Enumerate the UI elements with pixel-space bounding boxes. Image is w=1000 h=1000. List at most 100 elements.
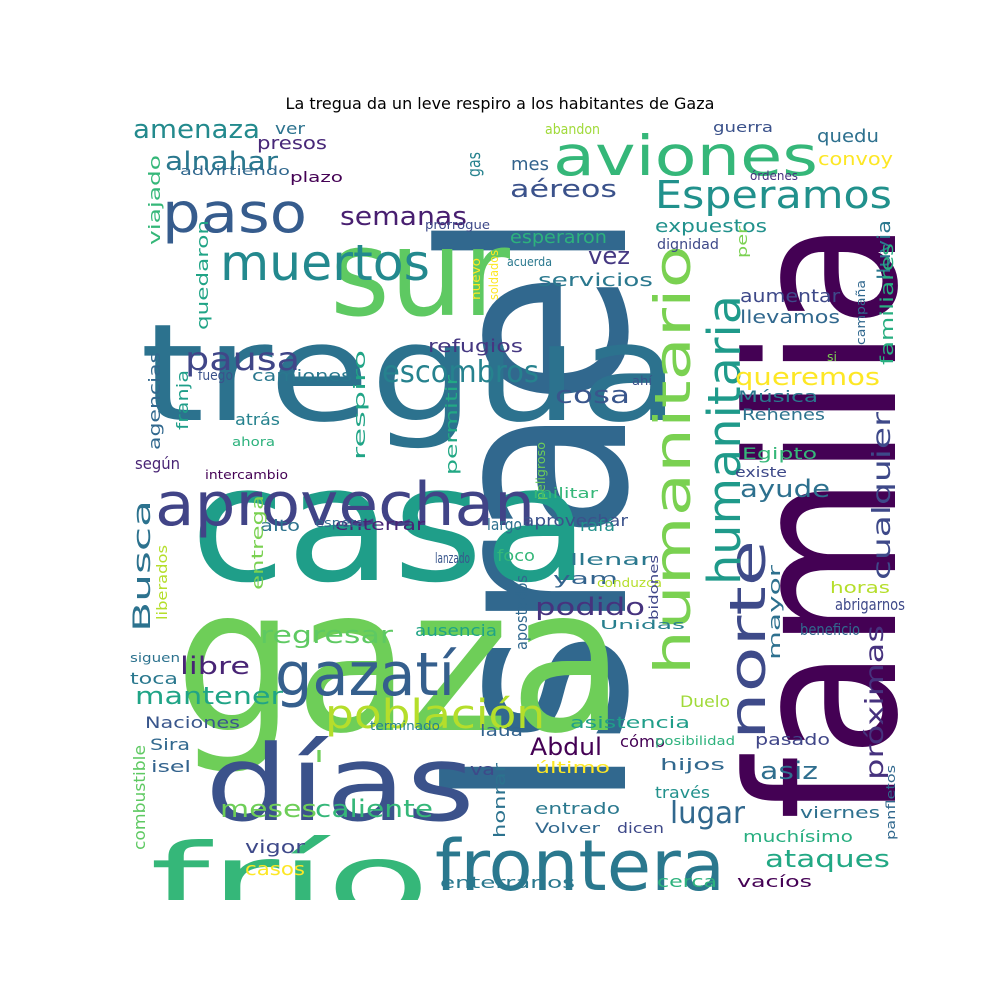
word-combustible: combustible xyxy=(130,745,149,850)
word-per: per xyxy=(735,226,751,258)
word-duelo: Duelo xyxy=(680,692,730,711)
word-viernes: viernes xyxy=(800,803,880,822)
word-rehenes: Rehenes xyxy=(742,405,825,424)
word-enterrar: enterrar xyxy=(335,515,426,534)
word-llenar: llenar xyxy=(570,550,653,569)
word-humanitario: humanitario xyxy=(644,245,702,675)
word-casos: casos xyxy=(245,859,305,880)
word-espera: espera xyxy=(315,516,365,530)
word-cerca: cerca xyxy=(657,872,717,891)
word-pasado: pasado xyxy=(755,730,830,749)
word-quedaron: quedaron xyxy=(193,220,212,330)
word-norte: norte xyxy=(719,540,777,740)
word-busca: Busca xyxy=(128,500,156,632)
word-familiares: familiares xyxy=(877,243,898,365)
word-existe: existe xyxy=(735,465,787,481)
word-si: si xyxy=(827,350,837,364)
word-entrega: entrega xyxy=(248,495,267,590)
word-mayor: mayor xyxy=(765,564,784,660)
word-abrigarnos: abrigarnos xyxy=(835,595,905,614)
word-quedu: quedu xyxy=(817,126,879,147)
word-campaña: campaña xyxy=(854,280,868,345)
word-asiz: asiz xyxy=(760,757,818,785)
word-sur: sur xyxy=(330,205,511,344)
word-lugar: lugar xyxy=(670,796,746,831)
word-honrar: honrar xyxy=(490,762,509,838)
word-volver: Volver xyxy=(535,821,600,837)
word-toca: toca xyxy=(130,669,178,688)
word-cosa: cosa xyxy=(555,381,630,409)
word-israel: Israel xyxy=(389,210,686,810)
word-frontera: frontera xyxy=(435,825,725,900)
word-advirtiendo: advirtiendo xyxy=(180,164,290,178)
word-bidones: bidones xyxy=(647,555,661,620)
word-va: va xyxy=(470,760,495,779)
word-ahí: ahí xyxy=(632,374,653,388)
word-amenaza: amenaza xyxy=(133,120,260,145)
word-intercambio: intercambio xyxy=(205,468,288,482)
word-agencias: agencias xyxy=(145,352,164,450)
word-plazo: plazo xyxy=(290,170,343,186)
word-regresar: regresar xyxy=(260,621,393,649)
word-podido: podido xyxy=(535,593,645,621)
word-vacíos: vacíos xyxy=(737,872,812,891)
word-muchísimo: muchísimo xyxy=(743,827,853,846)
word-servicios: servicios xyxy=(538,270,653,291)
word-alto: alto xyxy=(260,516,300,535)
word-paso: paso xyxy=(162,181,307,245)
word-aumentar: aumentar xyxy=(740,286,841,307)
word-familia: familia xyxy=(706,220,905,820)
word-egipto: Egipto xyxy=(742,444,817,463)
word-enterrarlos: enterrarlos xyxy=(440,873,575,892)
word-nuevo: nuevo xyxy=(469,258,483,300)
word-aprovechan: aprovechan xyxy=(155,470,535,540)
word-queremos: queremos xyxy=(735,363,880,391)
word-abandon: abandon xyxy=(545,122,600,138)
word-casa: casa xyxy=(190,431,590,618)
word-caliente: caliente xyxy=(315,795,433,823)
word-población: población xyxy=(325,692,545,738)
word-libre: libre xyxy=(180,652,250,680)
word-panfletos: panfletos xyxy=(884,765,898,840)
word-foco: foco xyxy=(497,546,535,565)
word-apostados: apostados xyxy=(512,575,531,650)
word-l: l xyxy=(314,747,324,766)
word-soldados: soldados xyxy=(487,250,501,300)
word-ver: ver xyxy=(275,120,305,138)
word-órdenes: órdenes xyxy=(750,169,798,183)
word-respiro: respiro xyxy=(350,350,369,460)
word-rafá: rafá xyxy=(580,516,615,535)
word-expuestos: expuestos xyxy=(655,216,767,237)
word-sira: Sira xyxy=(150,735,190,754)
word-cómo: cómo xyxy=(620,732,665,751)
word-atrás: atrás xyxy=(235,410,280,429)
word-abdul: Abdul xyxy=(530,733,602,761)
word-asistencia: asistencia xyxy=(570,713,690,732)
word-franja: franja xyxy=(173,370,192,430)
word-cualquier: cualquier xyxy=(867,411,896,580)
word-refugios: refugios xyxy=(428,336,523,357)
word-beneficio: beneficio xyxy=(800,620,860,639)
word-vigor: vigor xyxy=(245,837,306,858)
word-música: Música xyxy=(738,387,818,406)
word-aprovechar: aprovechar xyxy=(523,511,628,530)
word-lanzado: lanzado xyxy=(435,551,470,567)
word-gaza: gaza xyxy=(175,545,625,778)
word-laua: laua xyxy=(480,721,523,740)
word-próximas: próximas xyxy=(860,625,889,780)
word-ahora: ahora xyxy=(232,435,275,449)
word-posibilidad: posibilidad xyxy=(655,734,735,748)
word-gas: gas xyxy=(464,152,485,177)
word-pausa: pausa xyxy=(185,340,300,378)
word-permitir: permitir xyxy=(442,374,461,475)
word-peligroso: peligroso xyxy=(534,442,548,500)
word-lluvia: lluvia xyxy=(874,220,895,280)
word-dignidad: dignidad xyxy=(657,237,719,253)
chart-title: La tregua da un leve respiro a los habit… xyxy=(285,94,715,113)
word-viajado: viajado xyxy=(145,155,164,245)
word-esperaron: esperaron xyxy=(510,227,607,248)
word-militar: militar xyxy=(533,486,598,502)
word-yam: yam xyxy=(553,569,618,588)
word-ayude: ayude xyxy=(740,475,830,503)
